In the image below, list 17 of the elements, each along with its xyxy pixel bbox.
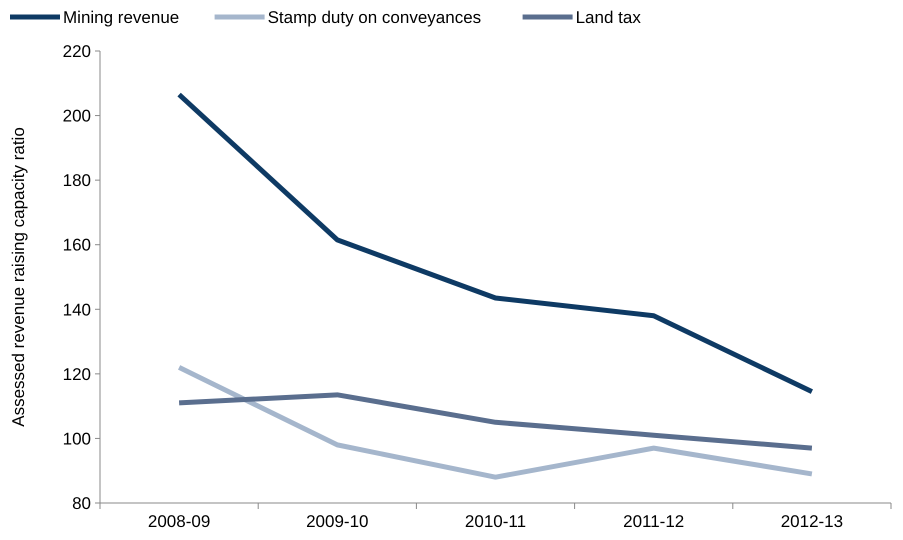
legend-label: Mining revenue xyxy=(63,8,180,27)
y-tick-label: 180 xyxy=(62,171,91,190)
x-tick-label: 2011-12 xyxy=(623,512,684,531)
y-axis-title: Assessed revenue raising capacity ratio xyxy=(9,127,28,427)
y-tick-label: 200 xyxy=(62,106,91,126)
legend-label: Stamp duty on conveyances xyxy=(268,8,482,27)
y-tick-label: 160 xyxy=(62,236,91,255)
y-tick-label: 140 xyxy=(62,300,91,320)
x-tick-label: 2009-10 xyxy=(306,512,368,531)
x-tick-label: 2012-13 xyxy=(780,512,844,531)
y-tick-label: 100 xyxy=(62,429,91,448)
y-tick-label: 80 xyxy=(72,494,91,513)
y-tick-label: 220 xyxy=(62,42,91,61)
x-tick-label: 2010-11 xyxy=(464,512,526,531)
legend-label: Land tax xyxy=(576,8,642,27)
x-tick-label: 2008-09 xyxy=(148,512,210,531)
y-tick-label: 120 xyxy=(62,364,91,384)
